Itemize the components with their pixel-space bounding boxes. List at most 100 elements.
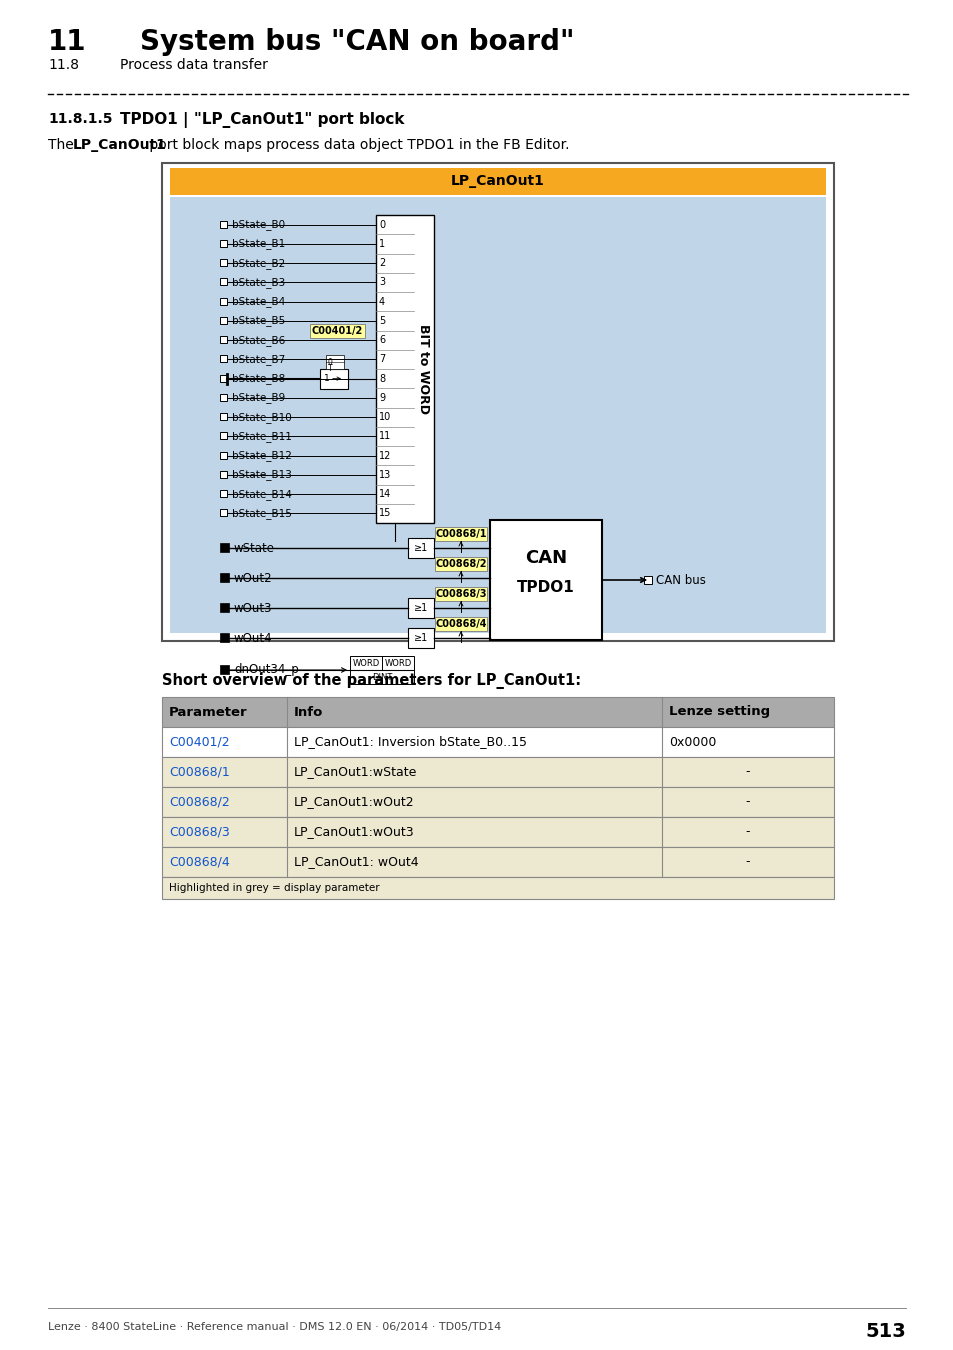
Bar <box>162 846 833 878</box>
Bar <box>220 278 227 285</box>
Text: bState_B4: bState_B4 <box>232 296 285 306</box>
Text: C00868/4: C00868/4 <box>169 856 230 868</box>
Bar <box>220 240 227 247</box>
Text: bState_B11: bState_B11 <box>232 431 292 441</box>
Text: LP_CanOut1: Inversion bState_B0..15: LP_CanOut1: Inversion bState_B0..15 <box>294 736 526 748</box>
Text: 11: 11 <box>48 28 87 55</box>
Bar <box>162 757 833 787</box>
Text: -: - <box>745 795 749 809</box>
Bar <box>220 452 227 459</box>
Text: bState_B0: bState_B0 <box>232 219 285 230</box>
Bar <box>220 490 227 497</box>
Bar <box>220 509 227 517</box>
Bar <box>310 324 365 338</box>
Bar <box>375 215 434 522</box>
Text: -: - <box>745 765 749 779</box>
Text: wOut2: wOut2 <box>233 571 273 585</box>
Text: C00868/3: C00868/3 <box>435 589 486 599</box>
Text: TPDO1: TPDO1 <box>517 580 575 595</box>
Text: bState_B6: bState_B6 <box>232 335 285 346</box>
Text: Parameter: Parameter <box>169 706 248 718</box>
Text: bState_B13: bState_B13 <box>232 470 292 481</box>
Text: 10: 10 <box>378 412 391 423</box>
Text: LP_CanOut1:wOut3: LP_CanOut1:wOut3 <box>294 825 415 838</box>
Text: TPDO1 | "LP_CanOut1" port block: TPDO1 | "LP_CanOut1" port block <box>120 112 404 128</box>
Text: Lenze setting: Lenze setting <box>668 706 769 718</box>
Text: 6: 6 <box>378 335 385 346</box>
Bar <box>435 526 486 541</box>
Text: 11.8: 11.8 <box>48 58 79 72</box>
Text: bState_B10: bState_B10 <box>232 412 292 423</box>
Bar <box>162 878 833 899</box>
Bar <box>350 670 414 684</box>
Text: 5: 5 <box>378 316 385 325</box>
Text: Short overview of the parameters for LP_CanOut1:: Short overview of the parameters for LP_… <box>162 674 580 688</box>
Text: LP_CanOut1:wState: LP_CanOut1:wState <box>294 765 416 779</box>
Text: 11: 11 <box>378 432 391 441</box>
Text: dnOut34_p: dnOut34_p <box>233 663 298 676</box>
Text: bState_B1: bState_B1 <box>232 239 285 250</box>
Bar <box>490 520 601 640</box>
Bar <box>220 572 229 582</box>
Text: -: - <box>745 856 749 868</box>
Bar <box>220 413 227 420</box>
Bar <box>220 432 227 439</box>
Text: DINT: DINT <box>372 672 392 682</box>
Text: ≥1: ≥1 <box>414 543 428 554</box>
Text: wOut3: wOut3 <box>233 602 273 614</box>
Text: bState_B3: bState_B3 <box>232 277 285 288</box>
Text: bState_B8: bState_B8 <box>232 373 285 385</box>
Bar <box>350 656 414 670</box>
Text: WORD: WORD <box>352 659 379 667</box>
Text: Info: Info <box>294 706 323 718</box>
Bar <box>220 336 227 343</box>
Text: bState_B7: bState_B7 <box>232 354 285 364</box>
Bar <box>220 633 229 643</box>
Text: C00401/2: C00401/2 <box>312 327 363 336</box>
Bar <box>220 666 229 674</box>
Bar <box>220 375 227 382</box>
Text: 0: 0 <box>378 220 385 230</box>
Text: C00868/2: C00868/2 <box>169 795 230 809</box>
Bar <box>162 697 833 728</box>
Bar <box>220 355 227 362</box>
Text: ≥1: ≥1 <box>414 603 428 613</box>
Text: -: - <box>745 825 749 838</box>
Bar <box>326 355 344 369</box>
Text: 1: 1 <box>378 239 385 248</box>
Text: bState_B9: bState_B9 <box>232 393 285 404</box>
Text: 513: 513 <box>864 1322 905 1341</box>
Bar <box>162 728 833 757</box>
Bar <box>435 558 486 571</box>
Text: T: T <box>328 363 333 373</box>
Text: 8: 8 <box>378 374 385 383</box>
Text: BIT to WORD: BIT to WORD <box>417 324 430 414</box>
Text: C00868/3: C00868/3 <box>169 825 230 838</box>
Text: port block maps process data object TPDO1 in the FB Editor.: port block maps process data object TPDO… <box>145 138 569 153</box>
Text: C00868/4: C00868/4 <box>435 620 486 629</box>
Bar <box>162 787 833 817</box>
Text: C00868/1: C00868/1 <box>169 765 230 779</box>
Text: 11.8.1.5: 11.8.1.5 <box>48 112 112 126</box>
Text: WORD: WORD <box>384 659 411 667</box>
Text: 3: 3 <box>378 277 385 288</box>
Bar <box>643 576 651 585</box>
Bar <box>408 628 434 648</box>
Bar <box>220 603 229 612</box>
Text: 14: 14 <box>378 489 391 500</box>
Bar <box>435 617 486 630</box>
Bar <box>220 297 227 305</box>
Text: 13: 13 <box>378 470 391 479</box>
Text: Process data transfer: Process data transfer <box>120 58 268 72</box>
Text: LP_CanOut1: LP_CanOut1 <box>73 138 167 153</box>
Text: 1: 1 <box>324 374 330 383</box>
Bar <box>220 220 227 228</box>
Text: LP_CanOut1:wOut2: LP_CanOut1:wOut2 <box>294 795 415 809</box>
Bar <box>220 394 227 401</box>
Text: C00868/1: C00868/1 <box>435 529 486 539</box>
Bar <box>220 471 227 478</box>
Bar <box>170 197 825 633</box>
Bar <box>319 369 348 389</box>
Text: bState_B2: bState_B2 <box>232 258 285 269</box>
Text: 4: 4 <box>378 297 385 306</box>
